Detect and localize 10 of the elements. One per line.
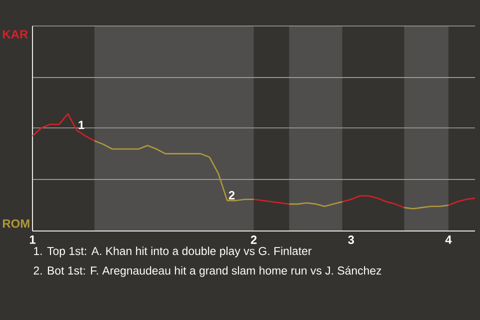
x-tick-label: 4 [445,236,452,244]
text: 1. Top 1st: A. Khan hit into a double play vs G. Finlater [34,246,312,258]
x-tick-label: 1 [30,236,36,244]
text: ROM [2,219,30,228]
annotation: 2 [228,191,235,200]
x-tick-label: 2 [250,236,257,244]
annotation: 1 [78,120,84,130]
text: KAR [2,30,28,38]
x-tick-label: 3 [348,236,354,244]
text: 2. Bot 1st: F. Aregnaudeau hit a grand slam home run vs J. Sánchez [34,266,382,277]
